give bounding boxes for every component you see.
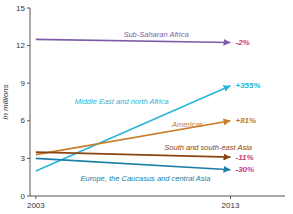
x-tick-label: 2003 (27, 201, 45, 210)
y-tick (27, 158, 30, 159)
y-tick-label: 0 (21, 192, 26, 201)
change-label: +355% (235, 81, 260, 90)
y-tick-label: 3 (21, 154, 26, 163)
series-line (36, 39, 231, 42)
series-label: Europe, the Caucasus and central Asia (81, 174, 211, 183)
series-line (36, 158, 231, 169)
change-label: +81% (235, 116, 256, 125)
y-tick (27, 120, 30, 121)
series-label: Americas (171, 120, 204, 129)
y-tick-label: 6 (21, 116, 26, 125)
y-tick-label: 15 (16, 4, 25, 13)
y-tick-label: 12 (16, 41, 25, 50)
x-tick-label: 2013 (222, 201, 240, 210)
y-tick (27, 83, 30, 84)
y-axis-line (30, 8, 31, 196)
chart-svg: 0 3 6 9 12 15 2003 2013 In millions Sub-Saharan A… (0, 0, 293, 214)
series-label: South and south-east Asia (164, 143, 252, 152)
series-line (36, 86, 231, 171)
series-label: Middle East and north Africa (75, 97, 169, 106)
y-axis-label: In millions (1, 84, 10, 120)
x-tick (35, 196, 36, 199)
change-label: -2% (235, 38, 249, 47)
series-line (36, 152, 231, 157)
change-label: -11% (235, 153, 253, 162)
series-label: Sub-Saharan Africa (123, 30, 188, 39)
x-axis-line (30, 196, 285, 197)
y-tick (27, 8, 30, 9)
chart-container: 0 3 6 9 12 15 2003 2013 In millions Sub-Saharan A… (0, 0, 293, 214)
y-tick-label: 9 (21, 79, 26, 88)
x-tick (230, 196, 231, 199)
change-label: -30% (235, 165, 254, 174)
y-tick (27, 196, 30, 197)
y-tick (27, 45, 30, 46)
